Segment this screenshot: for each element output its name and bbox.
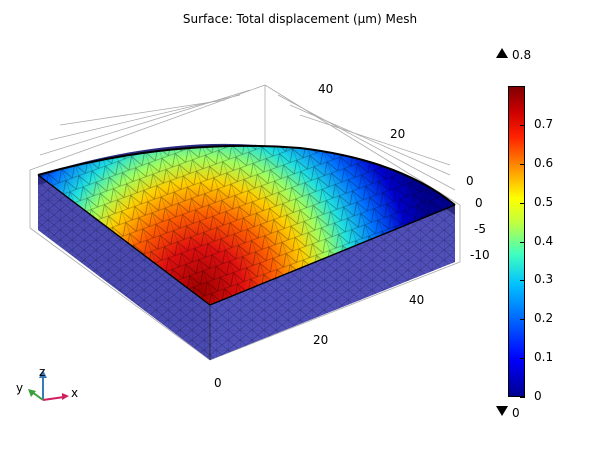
- colorbar-tick-mark: [520, 202, 525, 204]
- triad-y-label: y: [16, 381, 24, 395]
- bounding-box: [29, 84, 461, 361]
- x-tick-0: 0: [214, 376, 222, 390]
- colorbar-tick-label: 0: [534, 389, 542, 403]
- axis-triad: [28, 370, 69, 401]
- y-tick-40: 40: [318, 82, 334, 96]
- colorbar-tick-mark: [520, 241, 525, 243]
- z-tick-0: 0: [475, 196, 483, 210]
- colorbar-tick-mark: [520, 280, 525, 282]
- max-triangle-icon: [496, 48, 508, 58]
- colorbar-tick-label: 0.1: [534, 350, 554, 365]
- colorbar-tick-label: 0.3: [534, 272, 554, 287]
- colorbar-max: 0.8: [496, 48, 531, 62]
- colorbar-tick-label: 0.4: [534, 233, 554, 248]
- colorbar-tick-mark: [520, 397, 525, 398]
- colorbar-tick-mark: [520, 319, 525, 321]
- colorbar-tick-mark: [520, 358, 525, 360]
- colorbar-tick-label: 0.5: [534, 194, 554, 209]
- colorbar-tick-mark: [520, 163, 525, 165]
- y-tick-20: 20: [390, 127, 406, 141]
- x-tick-20: 20: [313, 333, 329, 347]
- y-tick-0: 0: [466, 174, 474, 188]
- z-tick-minus5: -5: [474, 222, 486, 236]
- z-tick-minus10: -10: [470, 248, 490, 262]
- colorbar-tick-label: 0.6: [534, 155, 554, 170]
- triad-x-label: x: [71, 386, 79, 400]
- plot-title: Surface: Total displacement (µm) Mesh: [182, 12, 418, 26]
- min-triangle-icon: [496, 406, 508, 416]
- triad-z-label: z: [39, 365, 46, 379]
- colorbar-tick-mark: [520, 124, 525, 126]
- colorbar-tick-label: 0.2: [534, 311, 554, 326]
- colorbar-min: 0: [496, 406, 520, 420]
- x-tick-40: 40: [409, 293, 425, 307]
- colorbar-tick-label: 0.7: [534, 116, 554, 131]
